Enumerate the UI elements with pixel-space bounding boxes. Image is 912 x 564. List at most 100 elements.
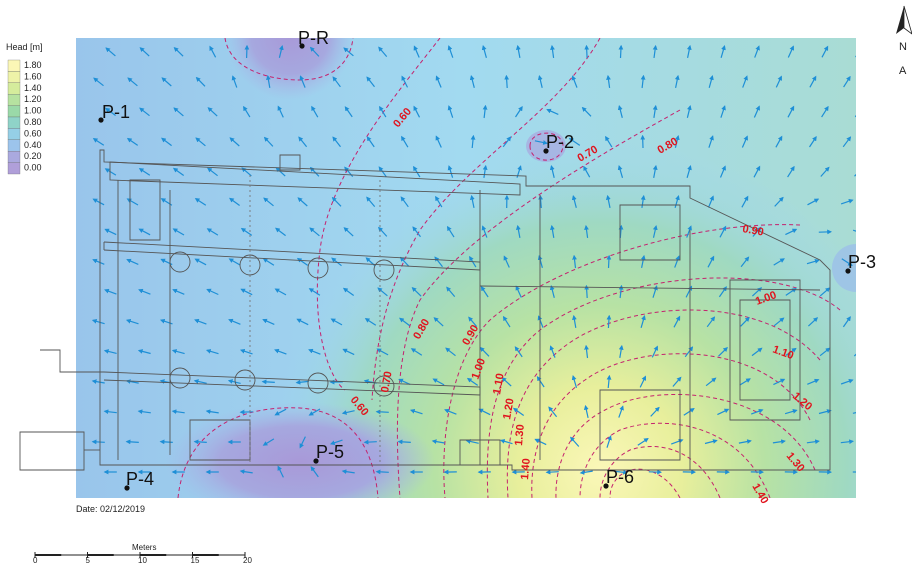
flow-arrow bbox=[478, 408, 491, 416]
flow-arrow bbox=[673, 315, 681, 328]
flow-arrow bbox=[651, 345, 658, 358]
flow-arrow bbox=[309, 46, 320, 57]
flow-arrow bbox=[502, 315, 511, 328]
flow-arrow bbox=[470, 134, 476, 149]
flow-arrow bbox=[708, 75, 714, 88]
flow-arrow bbox=[93, 77, 104, 87]
flow-arrow bbox=[400, 196, 409, 208]
flow-arrow bbox=[194, 258, 207, 266]
flow-arrow bbox=[751, 347, 763, 357]
flow-arrow bbox=[397, 439, 411, 445]
legend-label: 1.20 bbox=[24, 94, 42, 104]
well-p-5[interactable]: P-5 bbox=[313, 442, 344, 464]
flow-arrow bbox=[435, 75, 442, 88]
well-p-4[interactable]: P-4 bbox=[124, 469, 154, 491]
flow-arrow bbox=[431, 439, 445, 444]
flow-arrow bbox=[411, 286, 422, 297]
flow-arrow bbox=[275, 227, 286, 237]
flow-arrow bbox=[399, 256, 410, 267]
flow-arrow bbox=[606, 435, 612, 448]
flow-arrow bbox=[444, 408, 457, 415]
well-p-1[interactable]: P-1 bbox=[98, 102, 130, 123]
flow-arrow bbox=[228, 318, 241, 325]
flow-arrow bbox=[572, 314, 577, 329]
flow-arrow bbox=[784, 409, 798, 415]
legend-swatch bbox=[7, 59, 21, 72]
flow-arrow bbox=[447, 105, 454, 118]
flow-arrow bbox=[243, 105, 251, 118]
flow-arrow bbox=[344, 106, 353, 118]
contour-label: 0.70 bbox=[379, 370, 395, 393]
legend-label: 0.00 bbox=[24, 163, 42, 173]
well-p-2[interactable]: P-2 bbox=[543, 132, 574, 154]
flow-arrow bbox=[296, 257, 309, 266]
flow-arrow bbox=[536, 375, 545, 388]
flow-arrow bbox=[821, 105, 829, 118]
wells: P-R P-1 P-2 P-3 P-4 P-5 P-6 bbox=[98, 28, 876, 491]
flow-arrow bbox=[640, 315, 646, 328]
flow-arrow bbox=[785, 228, 798, 236]
well-p-r[interactable]: P-R bbox=[298, 28, 329, 49]
flow-arrow bbox=[469, 194, 475, 209]
legend-label: 0.60 bbox=[24, 128, 42, 138]
flow-arrow bbox=[161, 77, 172, 87]
well-p-6[interactable]: P-6 bbox=[603, 467, 634, 489]
flow-arrow bbox=[550, 224, 555, 239]
flow-arrow bbox=[274, 288, 287, 296]
flow-arrow bbox=[329, 439, 343, 446]
flow-arrow bbox=[502, 136, 512, 148]
flow-arrow bbox=[194, 198, 207, 206]
flow-arrow bbox=[92, 138, 105, 146]
flow-arrow bbox=[534, 140, 548, 145]
flow-arrow bbox=[774, 196, 784, 207]
flow-arrow bbox=[446, 286, 456, 297]
legend-swatch bbox=[7, 151, 21, 163]
legend-swatch bbox=[7, 116, 21, 129]
well-p-3[interactable]: P-3 bbox=[845, 252, 876, 274]
flow-arrow bbox=[741, 135, 748, 148]
flow-arrow bbox=[773, 378, 786, 386]
flow-arrow bbox=[376, 348, 389, 356]
flow-arrow bbox=[853, 353, 856, 357]
flow-arrow bbox=[843, 75, 851, 88]
flow-arrow bbox=[809, 75, 817, 88]
flow-arrow bbox=[125, 439, 139, 445]
flow-arrow bbox=[105, 47, 116, 57]
building-outline bbox=[19, 149, 831, 471]
flow-arrow bbox=[503, 255, 510, 268]
flow-arrow bbox=[159, 439, 173, 445]
flow-arrow bbox=[852, 412, 856, 414]
flow-arrow bbox=[413, 105, 421, 118]
flow-arrow bbox=[708, 135, 714, 148]
flow-arrow bbox=[91, 439, 105, 445]
legend-label: 0.80 bbox=[24, 117, 42, 127]
head-field bbox=[76, 38, 856, 498]
flow-arrow bbox=[852, 229, 856, 232]
flow-arrow bbox=[674, 255, 680, 268]
flow-arrow bbox=[263, 136, 274, 147]
flow-arrow bbox=[674, 135, 680, 148]
flow-arrow bbox=[720, 105, 726, 118]
legend-label: 1.00 bbox=[24, 106, 42, 116]
scale-segment bbox=[35, 554, 62, 556]
contour-label: 1.40 bbox=[519, 458, 533, 480]
flow-arrow bbox=[205, 409, 219, 415]
flow-arrow bbox=[534, 438, 547, 446]
well-label: P-5 bbox=[316, 442, 344, 462]
flow-arrow bbox=[686, 105, 692, 118]
flow-arrow bbox=[480, 285, 489, 298]
flow-arrow bbox=[753, 165, 761, 178]
flow-arrow bbox=[375, 469, 389, 475]
flow-arrow bbox=[378, 46, 388, 57]
flow-arrow bbox=[209, 45, 217, 58]
flow-arrow bbox=[650, 406, 660, 417]
flow-arrow bbox=[583, 165, 591, 178]
flow-arrow bbox=[787, 45, 794, 58]
flow-arrow bbox=[606, 314, 612, 329]
flow-arrow bbox=[482, 164, 488, 178]
flow-arrow bbox=[775, 75, 782, 88]
flow-arrow bbox=[228, 258, 241, 266]
flow-arrow bbox=[138, 228, 151, 236]
flow-arrow bbox=[842, 136, 852, 148]
